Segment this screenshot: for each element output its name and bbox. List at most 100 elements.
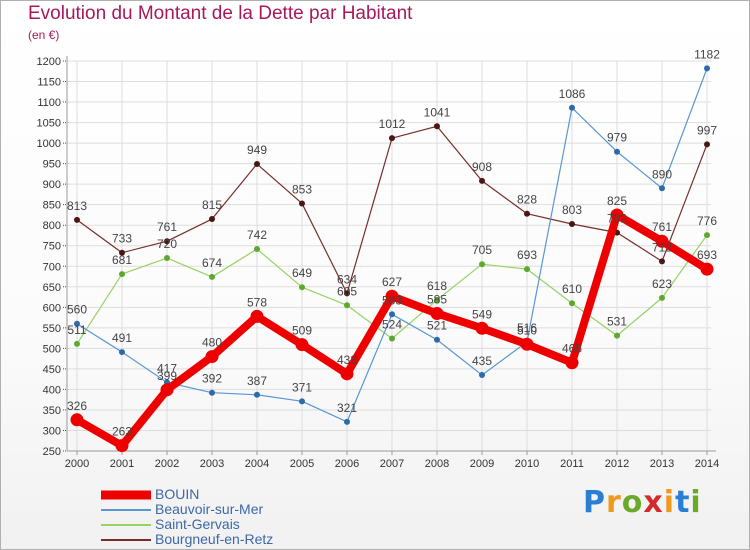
data-point [569, 104, 575, 111]
data-label: 908 [472, 160, 492, 174]
y-tick-label: 1100 [37, 97, 61, 109]
data-label: 815 [202, 198, 222, 212]
data-label: 465 [562, 342, 582, 356]
data-point [434, 336, 440, 343]
x-tick-label: 2005 [290, 458, 314, 470]
y-tick-label: 700 [43, 261, 61, 273]
y-tick-label: 550 [43, 323, 61, 335]
x-tick-label: 2002 [155, 458, 179, 470]
data-label: 578 [247, 295, 267, 309]
data-label: 733 [112, 232, 132, 246]
data-label: 742 [247, 228, 267, 242]
data-point [434, 296, 440, 303]
data-point [74, 216, 80, 223]
labels-bouin: 326 263 399 480 578 509 438 627 585 549 510 465 825 7… [67, 194, 717, 439]
data-point [164, 255, 170, 262]
y-tick-label: 1150 [37, 77, 61, 89]
x-tick-label: 2000 [65, 458, 89, 470]
data-point [344, 418, 350, 425]
data-label: 387 [247, 374, 267, 388]
data-point [389, 311, 395, 318]
y-tick-label: 350 [43, 405, 61, 417]
data-label: 693 [517, 248, 537, 262]
data-point [295, 338, 309, 352]
logo-letter: x [643, 485, 664, 520]
y-tick-label: 250 [43, 446, 61, 458]
data-point [344, 302, 350, 309]
data-point [700, 262, 714, 276]
chart-unit: (en €) [28, 28, 60, 42]
logo-letter: t [675, 485, 691, 520]
data-label: 979 [607, 131, 627, 145]
x-tick-label: 2014 [695, 458, 719, 470]
y-tick-label: 1200 [37, 56, 61, 68]
data-label: 371 [292, 380, 312, 394]
data-point [74, 320, 80, 327]
data-label: 509 [292, 324, 312, 338]
data-label: 623 [652, 277, 672, 291]
data-label: 583 [382, 293, 402, 307]
data-label: 605 [337, 284, 357, 298]
y-tick-label: 300 [43, 425, 61, 437]
data-label: 1182 [694, 47, 720, 61]
y-tick-label: 400 [43, 384, 61, 396]
data-point [205, 350, 219, 364]
data-label: 825 [607, 194, 627, 208]
data-point [250, 309, 264, 323]
data-point [479, 261, 485, 268]
x-tick-label: 2008 [425, 458, 449, 470]
y-tick-label: 950 [43, 159, 61, 171]
data-point [254, 161, 260, 168]
data-label: 813 [67, 199, 87, 213]
data-point [70, 413, 84, 427]
data-label: 649 [292, 266, 312, 280]
data-point [344, 290, 350, 297]
data-point [340, 367, 354, 381]
data-label: 491 [112, 331, 132, 345]
y-tick-label: 600 [43, 302, 61, 314]
legend-label: Bourgneuf-en-Retz [155, 531, 274, 547]
data-label: 634 [337, 272, 357, 286]
y-tick-label: 500 [43, 343, 61, 355]
data-point [119, 349, 125, 356]
data-label: 435 [472, 354, 492, 368]
y-tick-label: 650 [43, 282, 61, 294]
data-label: 531 [607, 315, 627, 329]
data-label: 890 [652, 167, 672, 181]
data-label: 674 [202, 256, 222, 270]
x-tick-label: 2004 [245, 458, 269, 470]
data-point [74, 340, 80, 347]
data-label: 720 [157, 237, 177, 251]
data-point [119, 271, 125, 278]
data-label: 761 [157, 220, 177, 234]
y-tick-label: 450 [43, 364, 61, 376]
data-point [254, 246, 260, 253]
data-point [385, 289, 399, 303]
data-point [164, 238, 170, 245]
data-label: 761 [652, 220, 672, 234]
x-tick-label: 2007 [380, 458, 404, 470]
data-label: 705 [472, 243, 492, 257]
data-label: 712 [652, 240, 672, 254]
legend-swatch [101, 490, 151, 499]
data-point [704, 141, 710, 148]
data-label: 997 [697, 123, 717, 137]
y-tick-label: 850 [43, 200, 61, 212]
data-point [655, 234, 669, 248]
data-label: 681 [112, 253, 132, 267]
data-label: 693 [697, 248, 717, 262]
logo-letter: i [690, 485, 702, 520]
data-point [659, 185, 665, 192]
data-point [299, 284, 305, 291]
data-label: 828 [517, 193, 537, 207]
logo-letter: P [583, 485, 606, 520]
data-point [119, 249, 125, 256]
y-tick-label: 900 [43, 179, 61, 191]
data-point [389, 135, 395, 142]
data-label: 510 [517, 323, 537, 337]
data-label: 776 [697, 214, 717, 228]
legend-swatch [101, 538, 151, 541]
x-tick-label: 2010 [515, 458, 539, 470]
